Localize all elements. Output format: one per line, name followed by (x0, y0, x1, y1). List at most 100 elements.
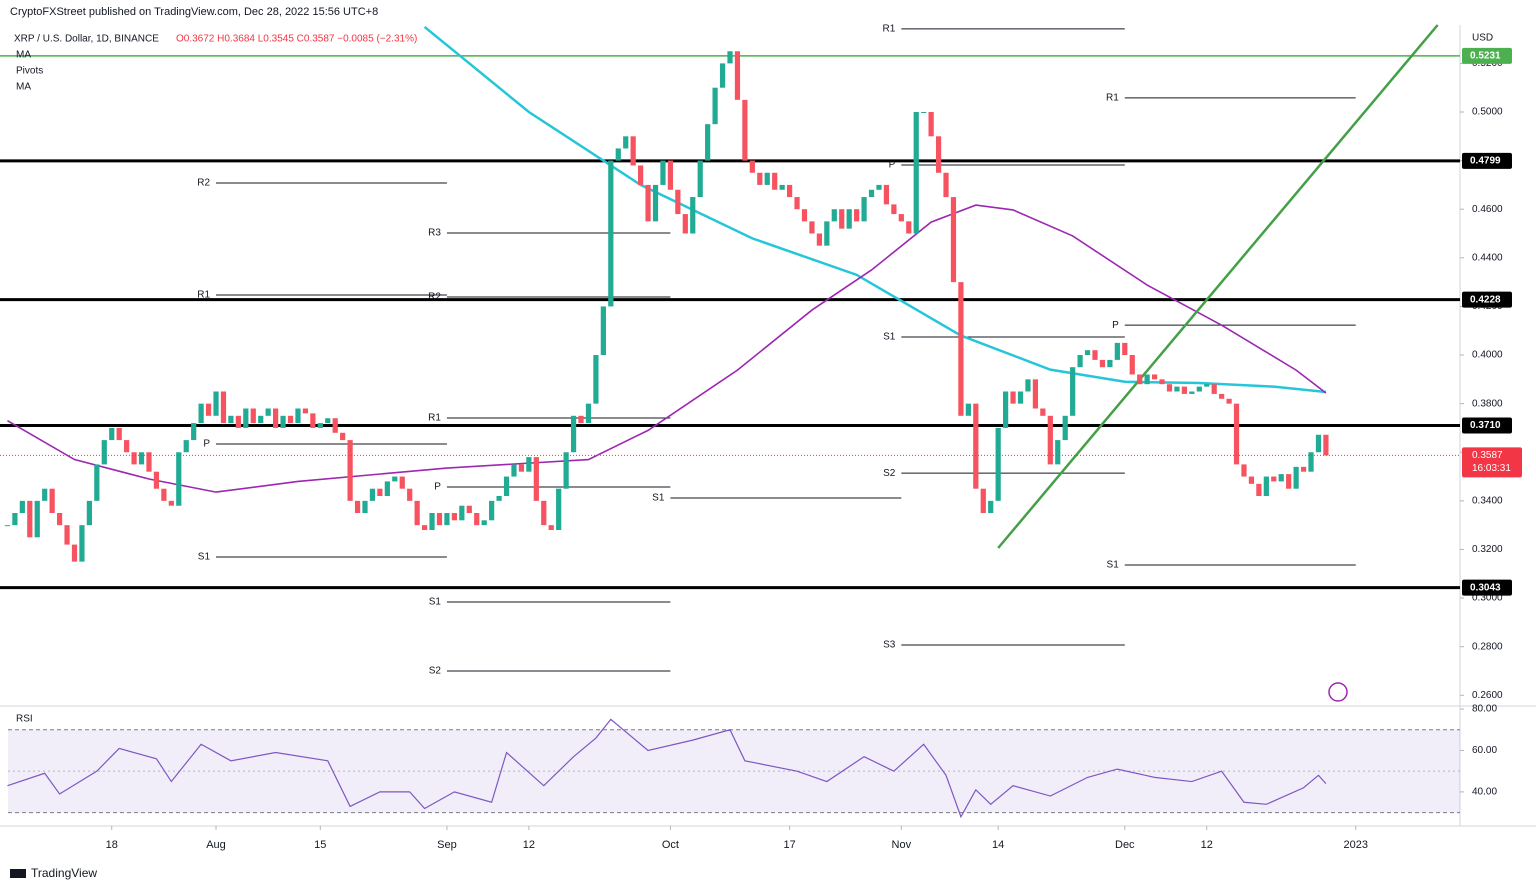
candle-body (459, 505, 465, 521)
candle-body (27, 500, 33, 538)
candle-body (638, 165, 644, 185)
candle-body (854, 209, 860, 222)
candle-body (928, 112, 934, 137)
candle-body (1204, 384, 1210, 387)
candle-body (1286, 474, 1292, 489)
pivot-label: S1 (652, 493, 665, 504)
candle-body (1137, 374, 1143, 385)
candle-body (719, 63, 726, 88)
candle-body (995, 427, 1001, 501)
y-tick-label: 0.2600 (1472, 690, 1503, 701)
pivot-label: P (889, 160, 896, 171)
logo-mark (10, 869, 26, 878)
pivot-label: R3 (428, 228, 441, 239)
pivot-label: R1 (197, 290, 210, 301)
candle-body (801, 209, 808, 222)
candle-body (645, 184, 651, 222)
candle-body (1293, 466, 1299, 489)
candle-body (1070, 367, 1076, 416)
candle-body (630, 136, 636, 166)
candle-body (71, 544, 78, 562)
candle-body (1017, 391, 1024, 404)
ohlc: O0.3672 H0.3684 L0.3545 C0.3587 −0.0085 … (176, 34, 417, 45)
candle-body (79, 525, 85, 562)
x-tick-label: 17 (783, 839, 795, 851)
y-tick-label: 0.4600 (1472, 204, 1503, 215)
x-tick-label: Sep (437, 839, 457, 851)
level-label: 0.3043 (1470, 582, 1501, 593)
moving-average (7, 204, 1327, 493)
candle-body (1271, 476, 1277, 482)
last-price-label: 0.3587 (1472, 450, 1503, 461)
candle-body (973, 403, 979, 489)
level-label: 0.4228 (1470, 294, 1501, 305)
pivot-label: R1 (428, 413, 441, 424)
candle-body (161, 488, 167, 501)
pivot-label: R2 (197, 178, 210, 189)
candle-body (4, 525, 11, 527)
y-tick-label: 0.3400 (1472, 495, 1503, 506)
candle-body (846, 209, 852, 229)
candle-body (511, 464, 517, 477)
y-tick-label: 0.4400 (1472, 252, 1503, 263)
rsi-label: RSI (16, 714, 33, 725)
level-label-bg (1462, 152, 1512, 169)
y-tick-label: 0.5000 (1472, 107, 1503, 118)
candle-body (958, 282, 964, 416)
candle-body (1189, 391, 1195, 394)
x-tick-label: 12 (1201, 839, 1213, 851)
candle-body (533, 457, 539, 501)
candle-body (526, 457, 532, 472)
candle-body (1047, 415, 1053, 465)
candle-body (570, 415, 577, 453)
candle-body (1256, 483, 1262, 496)
candle-body (1107, 359, 1113, 368)
candle-body (1151, 374, 1158, 380)
candle-body (1248, 476, 1255, 484)
publisher: CryptoFXStreet published on TradingView.… (10, 6, 378, 18)
candle-body (399, 476, 405, 489)
candle-body (1166, 384, 1173, 392)
candle-body (347, 440, 353, 501)
candle-body (153, 471, 160, 489)
candle-body (34, 500, 40, 538)
candle-body (392, 476, 398, 482)
level-label: 0.3710 (1470, 420, 1501, 431)
candle-body (556, 488, 562, 531)
candle-body (1211, 384, 1217, 394)
y-tick-label: 0.3200 (1472, 544, 1503, 555)
x-tick-label: 12 (523, 839, 535, 851)
candle-body (921, 112, 927, 114)
candle-body (1084, 350, 1091, 356)
candle-body (690, 197, 696, 234)
candle-body (176, 452, 182, 506)
level-label: 0.4799 (1470, 155, 1501, 166)
candle-body (1263, 476, 1269, 496)
tradingview-logo[interactable] (10, 869, 26, 878)
candle-body (19, 500, 25, 514)
candle-body (1159, 379, 1165, 385)
candle-body (839, 209, 845, 229)
candle-body (86, 500, 92, 526)
candle-body (444, 513, 450, 526)
candle-body (660, 160, 666, 185)
candle-body (667, 160, 674, 190)
candle-body (1144, 374, 1150, 385)
candle-body (280, 415, 286, 428)
candle-body (1323, 434, 1329, 456)
legend-ma: MA (16, 82, 31, 93)
candle-body (734, 51, 741, 100)
candle-body (950, 197, 957, 283)
candle-body (332, 418, 338, 433)
x-tick-label: 2023 (1343, 839, 1367, 851)
candle-body (317, 423, 323, 428)
level-label-bg (1462, 47, 1512, 64)
plot-area: 0.26000.28000.30000.32000.34000.36000.38… (0, 24, 1522, 851)
candle-body (407, 488, 413, 501)
x-tick-label: 18 (106, 839, 118, 851)
candle-body (749, 160, 755, 173)
candle-body (302, 408, 309, 414)
alert-icon[interactable] (1328, 682, 1348, 702)
candle-body (287, 415, 294, 424)
